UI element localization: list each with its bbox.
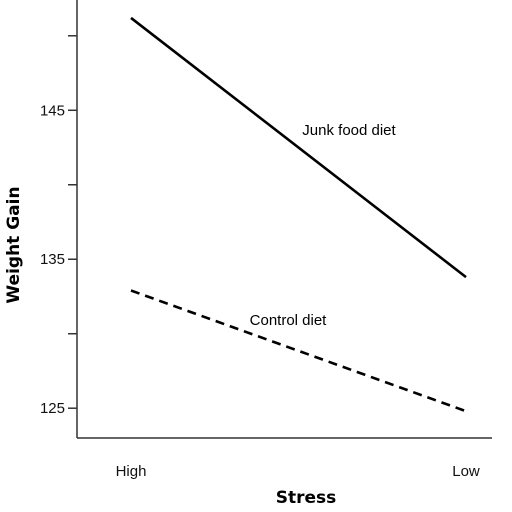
y-axis-title: Weight Gain: [4, 186, 24, 303]
series-layer: Junk food diet Control diet: [130, 16, 467, 413]
y-tick-label: 145: [40, 102, 65, 119]
series-label-1: Junk food diet: [302, 122, 396, 139]
y-tick-label: 125: [40, 400, 65, 417]
x-tick-label: Low: [452, 463, 480, 480]
x-axis-title: Stress: [276, 488, 337, 508]
series-line-1: [130, 16, 467, 279]
series-line-2: [130, 289, 467, 413]
y-tick-label: 135: [40, 251, 65, 268]
x-tick-label: High: [116, 463, 147, 480]
series-label-2: Control diet: [250, 312, 328, 329]
x-axis: High Low: [77, 437, 492, 480]
y-axis: 125 135 145: [40, 0, 78, 438]
